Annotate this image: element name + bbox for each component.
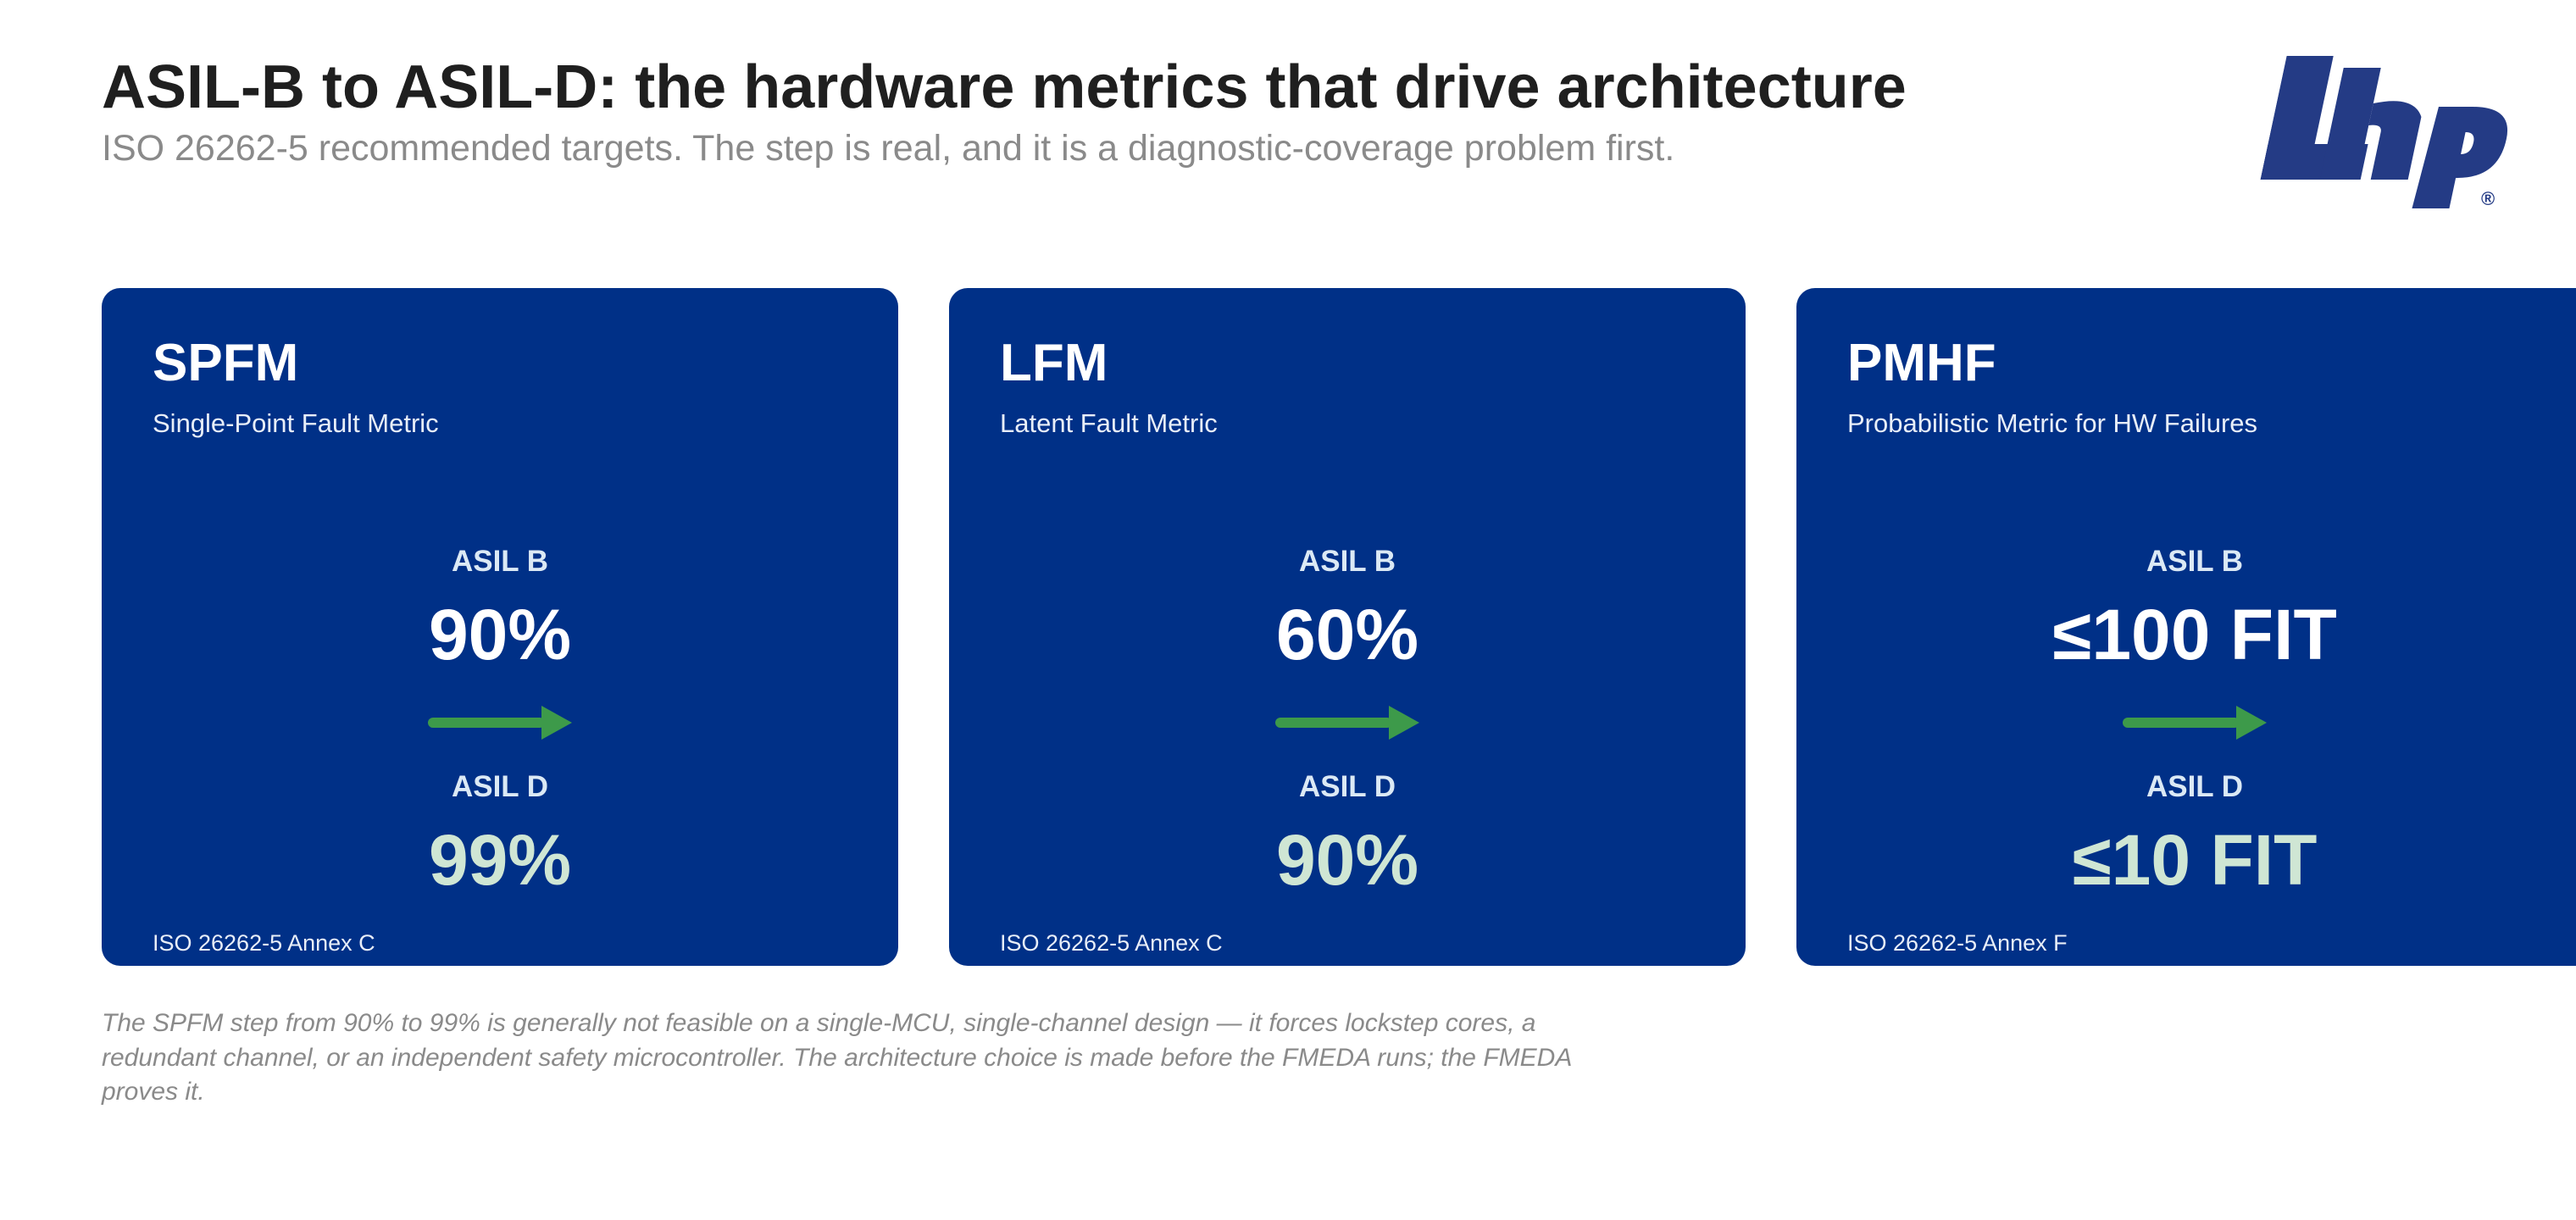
asil-b-label: ASIL B [2146, 545, 2244, 578]
registered-mark: ® [2481, 188, 2495, 209]
page-subtitle: ISO 26262-5 recommended targets. The ste… [102, 128, 1675, 169]
metric-card-lfm: LFM Latent Fault Metric ASIL B 60% ASIL … [949, 288, 1746, 966]
asil-b-value: 90% [428, 595, 572, 674]
card-description: Latent Fault Metric [1000, 408, 1218, 438]
page-title: ASIL-B to ASIL-D: the hardware metrics t… [102, 53, 1907, 121]
metric-comparison: ASIL B ≤100 FIT ASIL D ≤10 FIT [1796, 546, 2576, 902]
asil-d-label: ASIL D [451, 770, 549, 803]
asil-d-value: ≤10 FIT [2072, 820, 2318, 900]
asil-d-label: ASIL D [1298, 770, 1396, 803]
metric-card-pmhf: PMHF Probabilistic Metric for HW Failure… [1796, 288, 2576, 966]
metric-comparison: ASIL B 90% ASIL D 99% [102, 546, 898, 902]
metric-comparison: ASIL B 60% ASIL D 90% [949, 546, 1746, 902]
card-title: PMHF [1847, 334, 1996, 392]
asil-b-value: 60% [1275, 595, 1419, 674]
metric-card-spfm: SPFM Single-Point Fault Metric ASIL B 90… [102, 288, 898, 966]
asil-d-value: 99% [428, 820, 572, 900]
card-title: LFM [1000, 334, 1108, 392]
asil-d-value: 90% [1275, 820, 1419, 900]
asil-b-label: ASIL B [1298, 545, 1396, 578]
arrow-right-icon [428, 706, 572, 740]
arrow-right-icon [2123, 706, 2267, 740]
card-description: Probabilistic Metric for HW Failures [1847, 408, 2258, 438]
footnote: The SPFM step from 90% to 99% is general… [102, 1009, 1572, 1106]
asil-d-label: ASIL D [2146, 770, 2244, 803]
card-title: SPFM [153, 334, 299, 392]
card-source: ISO 26262-5 Annex C [1000, 930, 1223, 956]
company-logo: ® [2260, 56, 2507, 209]
asil-b-value: ≤100 FIT [2052, 595, 2337, 674]
arrow-right-icon [1275, 706, 1419, 740]
asil-b-label: ASIL B [451, 545, 549, 578]
card-source: ISO 26262-5 Annex C [153, 930, 375, 956]
card-description: Single-Point Fault Metric [153, 408, 439, 438]
card-source: ISO 26262-5 Annex F [1847, 930, 2068, 956]
